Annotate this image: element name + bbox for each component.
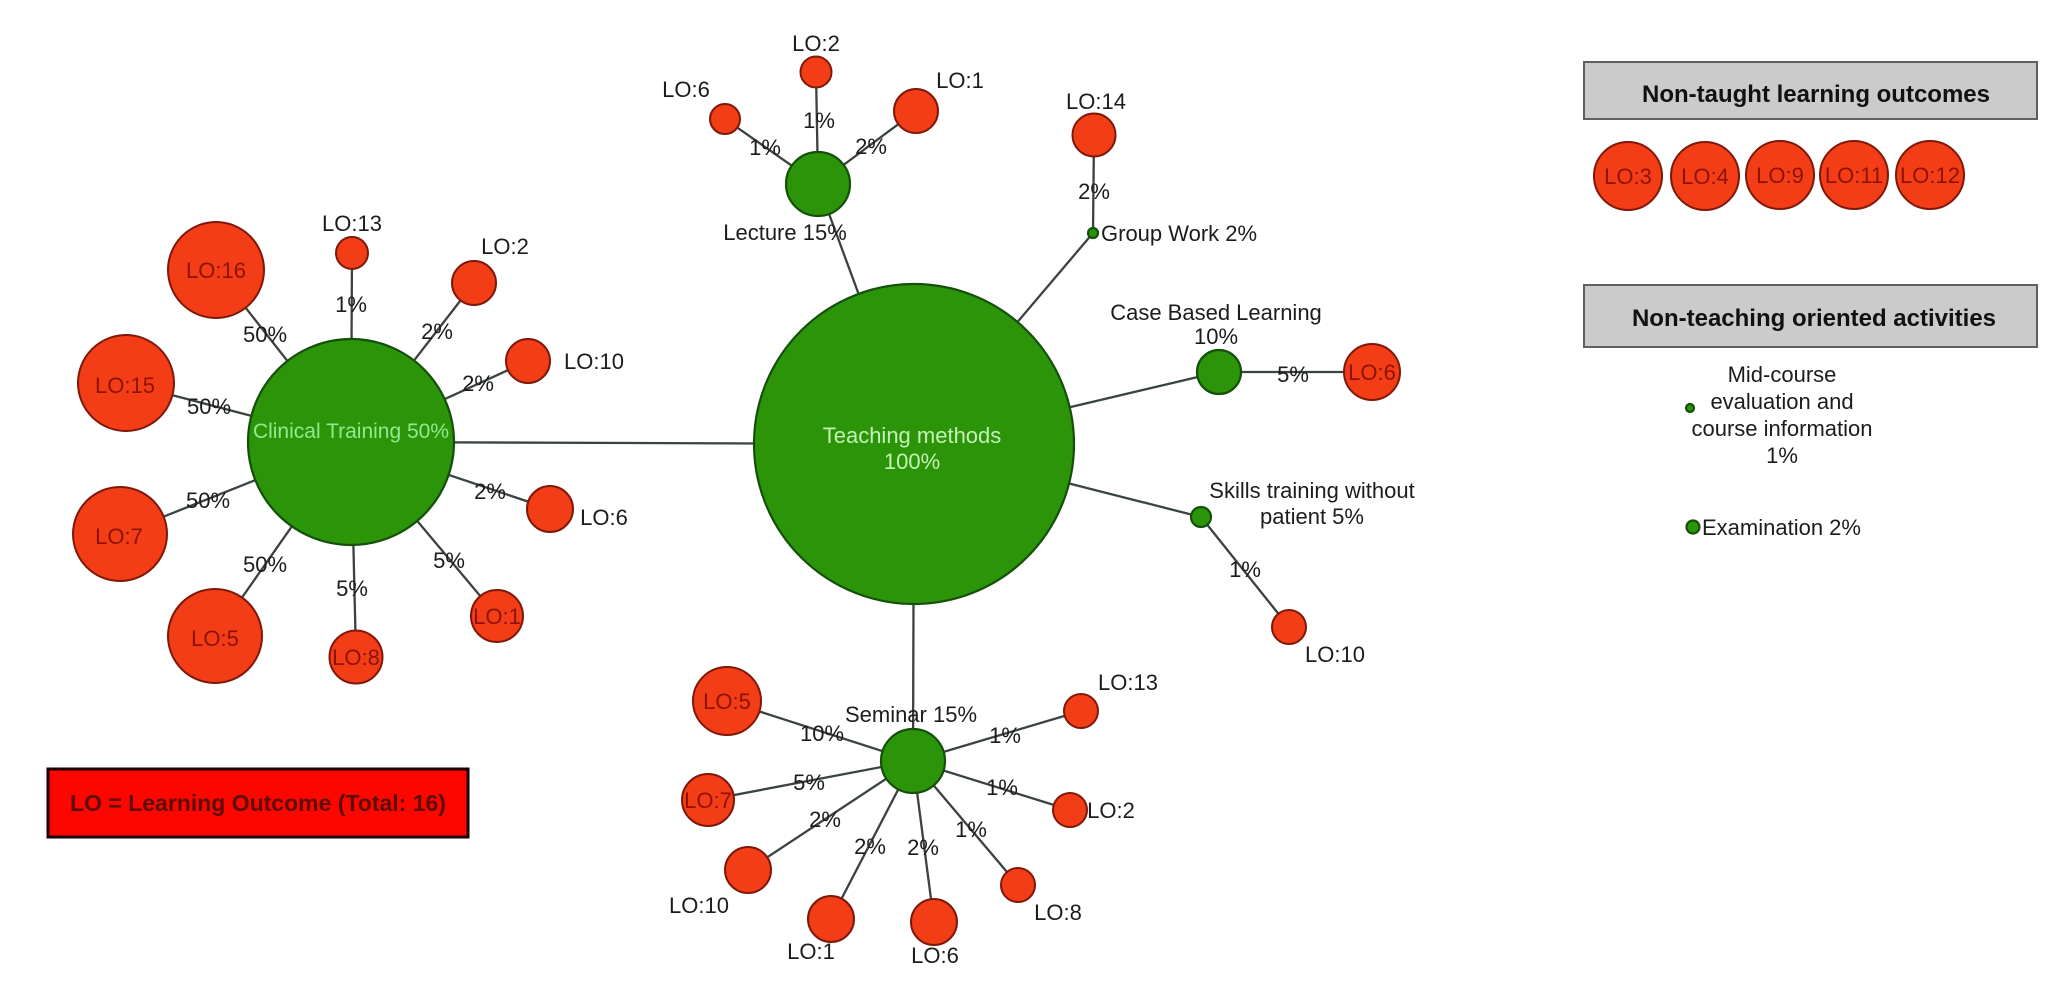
svg-text:LO:13: LO:13 xyxy=(322,211,382,236)
svg-text:1%: 1% xyxy=(1766,443,1798,468)
svg-text:1%: 1% xyxy=(335,292,367,317)
svg-text:5%: 5% xyxy=(336,576,368,601)
svg-text:10%: 10% xyxy=(800,721,844,746)
svg-text:LO:8: LO:8 xyxy=(1034,900,1082,925)
svg-text:2%: 2% xyxy=(907,835,939,860)
svg-text:1%: 1% xyxy=(1229,557,1261,582)
svg-text:LO:7: LO:7 xyxy=(684,788,732,813)
svg-text:LO:10: LO:10 xyxy=(564,349,624,374)
svg-text:Mid-course: Mid-course xyxy=(1728,362,1837,387)
svg-text:LO:1: LO:1 xyxy=(473,604,521,629)
svg-text:LO:5: LO:5 xyxy=(191,626,239,651)
svg-text:LO:5: LO:5 xyxy=(703,689,751,714)
svg-text:2%: 2% xyxy=(462,371,494,396)
svg-text:5%: 5% xyxy=(433,548,465,573)
svg-text:LO:2: LO:2 xyxy=(792,31,840,56)
svg-text:Teaching methods: Teaching methods xyxy=(823,423,1002,448)
svg-text:LO = Learning Outcome (Total:: LO = Learning Outcome (Total: 16) xyxy=(70,790,446,816)
svg-text:LO:9: LO:9 xyxy=(1756,163,1804,188)
svg-text:LO:6: LO:6 xyxy=(1348,360,1396,385)
svg-text:10%: 10% xyxy=(1194,324,1238,349)
svg-text:Clinical Training 50%: Clinical Training 50% xyxy=(253,420,449,443)
svg-text:2%: 2% xyxy=(474,479,506,504)
svg-text:1%: 1% xyxy=(803,108,835,133)
svg-text:LO:4: LO:4 xyxy=(1681,164,1729,189)
svg-text:LO:2: LO:2 xyxy=(1087,798,1135,823)
svg-text:LO:3: LO:3 xyxy=(1604,164,1652,189)
svg-text:LO:13: LO:13 xyxy=(1098,670,1158,695)
svg-text:Lecture 15%: Lecture 15% xyxy=(723,220,847,245)
svg-text:2%: 2% xyxy=(855,134,887,159)
svg-text:2%: 2% xyxy=(809,807,841,832)
svg-text:1%: 1% xyxy=(989,723,1021,748)
svg-text:Skills training without: Skills training without xyxy=(1209,478,1414,503)
svg-text:evaluation and: evaluation and xyxy=(1710,389,1853,414)
svg-text:Non-teaching oriented activiti: Non-teaching oriented activities xyxy=(1632,305,1996,332)
svg-text:Group Work 2%: Group Work 2% xyxy=(1101,221,1257,246)
svg-text:100%: 100% xyxy=(884,449,940,474)
svg-text:LO:14: LO:14 xyxy=(1066,89,1126,114)
svg-text:50%: 50% xyxy=(243,552,287,577)
svg-text:LO:1: LO:1 xyxy=(936,68,984,93)
svg-text:2%: 2% xyxy=(421,319,453,344)
svg-text:LO:16: LO:16 xyxy=(186,258,246,283)
svg-text:course information: course information xyxy=(1692,416,1873,441)
svg-text:1%: 1% xyxy=(955,817,987,842)
svg-text:LO:10: LO:10 xyxy=(1305,642,1365,667)
svg-text:Examination 2%: Examination 2% xyxy=(1702,515,1861,540)
svg-text:1%: 1% xyxy=(749,135,781,160)
svg-text:LO:6: LO:6 xyxy=(662,77,710,102)
svg-text:LO:11: LO:11 xyxy=(1825,163,1883,188)
svg-text:Non-taught learning outcomes: Non-taught learning outcomes xyxy=(1642,81,1990,108)
svg-text:LO:8: LO:8 xyxy=(332,645,380,670)
svg-text:2%: 2% xyxy=(1078,179,1110,204)
svg-text:LO:12: LO:12 xyxy=(1900,163,1960,188)
svg-text:LO:15: LO:15 xyxy=(95,373,155,398)
svg-text:LO:10: LO:10 xyxy=(669,893,729,918)
svg-text:Case Based Learning: Case Based Learning xyxy=(1110,300,1322,325)
svg-text:1%: 1% xyxy=(986,775,1018,800)
svg-text:5%: 5% xyxy=(1277,362,1309,387)
svg-text:LO:6: LO:6 xyxy=(911,943,959,968)
svg-text:LO:2: LO:2 xyxy=(481,234,529,259)
svg-text:2%: 2% xyxy=(854,834,886,859)
svg-text:5%: 5% xyxy=(793,770,825,795)
svg-text:LO:6: LO:6 xyxy=(580,505,628,530)
svg-text:LO:7: LO:7 xyxy=(95,524,143,549)
svg-text:patient 5%: patient 5% xyxy=(1260,504,1364,529)
svg-text:50%: 50% xyxy=(186,488,230,513)
svg-text:Seminar 15%: Seminar 15% xyxy=(845,702,977,727)
svg-text:50%: 50% xyxy=(187,394,231,419)
svg-text:50%: 50% xyxy=(243,322,287,347)
svg-text:LO:1: LO:1 xyxy=(787,939,835,964)
